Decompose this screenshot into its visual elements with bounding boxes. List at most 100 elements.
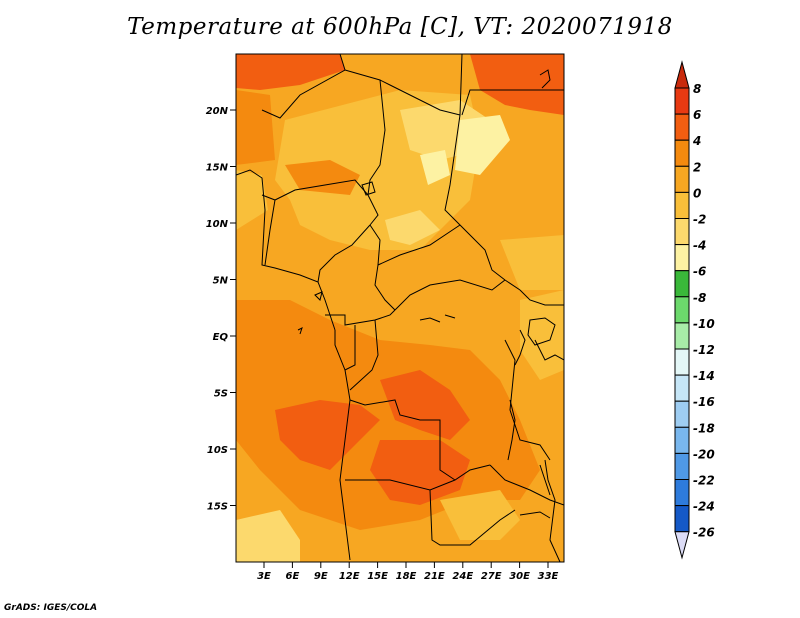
border-gabon-congo-north [325,309,396,326]
lat-tick-label: 5N [213,276,229,287]
border-cameroon-car [369,224,396,311]
border-gabon-congo [344,325,356,371]
field-region-light-west [236,170,268,230]
border-nigeria-cameroon [317,224,371,283]
field-region-warm-zambia [370,440,470,505]
colorbar-segment [674,505,690,533]
colorbar-label: -2 [693,213,706,227]
lon-tick-label: 9E [314,571,328,582]
colorbar-segment [674,374,690,402]
border-algeria-mali [261,54,346,119]
border-congo-drc [349,319,379,391]
colorbar-segment [674,400,690,428]
coastline-southwest [334,330,351,561]
colorbar-label: -26 [693,526,715,540]
border-namibia-angola [345,464,491,491]
lon-tick-label: 12E [339,571,360,582]
field-region-light-se [440,490,520,540]
colorbar-label: -18 [693,421,715,435]
lon-tick-label: 3E [257,571,271,582]
lake-malawi [539,464,551,496]
map-frame [235,53,565,563]
border-niger-chad [367,79,386,226]
border-south-sudan [504,279,564,306]
field-region-light-east-lakes [520,290,564,380]
latitude-axis: 20N 15N 10N 5N EQ 5S 10S 15S [206,106,236,513]
colorbar-label: 8 [693,82,701,96]
lon-tick-label: 33E [538,571,559,582]
lon-tick-label: 6E [286,571,300,582]
colorbar-label: -12 [693,343,715,357]
lon-tick-label: 30E [509,571,530,582]
colorbar-label: -6 [693,265,706,279]
colorbar-bottom-arrow [674,531,690,560]
lon-tick-label: 24E [452,571,473,582]
colorbar: 8 6 4 2 0 -2 -4 -6 -8 -10 -12 -14 -16 -18 -20 -22 -24 -26 [674,60,715,560]
colorbar-label: -14 [693,369,715,383]
colorbar-label: -24 [693,500,715,514]
colorbar-label: 6 [693,108,701,122]
colorbar-segment [674,87,690,115]
border-car-drc [394,279,506,311]
lake-kariba [519,511,551,519]
colorbar-segment [674,191,690,219]
colorbar-segment [674,296,690,324]
river-congo-b [444,314,456,319]
border-botswana [429,489,516,546]
border-mozambique [544,459,561,562]
lat-tick-label: 10S [207,445,228,456]
lat-tick-label: 10N [206,219,229,230]
colorbar-label: -8 [693,291,706,305]
longitude-axis: 3E 6E 9E 12E 15E 18E 21E 24E 27E 30E 33E [257,562,559,582]
colorbar-segment [674,426,690,454]
colorbar-segment [674,165,690,193]
colorbar-label: 4 [692,134,701,148]
island-bioko [314,291,323,301]
colorbar-label: 0 [693,186,701,200]
lake-victoria [527,317,556,346]
lake-nasser [539,69,551,89]
lon-tick-label: 21E [424,571,445,582]
border-chad-sudan [444,114,506,281]
colorbar-segment [674,452,690,480]
colorbar-label: -10 [693,317,715,331]
colorbar-label: -20 [693,447,715,461]
river-congo-a [419,317,441,323]
colorbar-label: -16 [693,395,715,409]
field-region-warm-nw [236,54,345,90]
field-region-palest-north [455,115,510,175]
border-chad-car [377,224,461,266]
island-sao-tome [297,327,303,335]
colorbar-segment [674,348,690,376]
lake-tanganyika [507,399,516,461]
field-region-orange-niger [285,160,360,195]
lake-chad [361,181,376,196]
colorbar-label: -22 [693,474,715,488]
lat-tick-label: 5S [214,389,228,400]
country-borders [236,54,564,562]
map-panel: 20N 15N 10N 5N EQ 5S 10S 15S 3E 6E 9E 12E 15E 18E 21E… [206,53,565,582]
lake-albert [514,329,526,366]
border-uganda-kenya [534,339,564,361]
colorbar-segment [674,218,690,246]
colorbar-segment [674,139,690,167]
lon-tick-label: 27E [481,571,502,582]
colorbar-segment [674,244,690,272]
border-angola-drc [349,399,456,481]
lat-tick-label: 15S [207,502,228,513]
colorbar-segment [674,270,690,298]
field-region-palest-chad [420,150,450,185]
colorbar-segment [674,479,690,507]
colorbar-label: -4 [693,239,706,253]
field-region-warm-ne [470,54,564,115]
coastline-west-africa [236,169,336,331]
field-region-light-east [500,235,564,290]
credit-text: GrADS: IGES/COLA [4,603,98,613]
lon-tick-label: 18E [396,571,417,582]
colorbar-segment [674,113,690,141]
colorbar-top-arrow [674,60,690,89]
chart-title: Temperature at 600hPa [C], VT: 202007191… [127,14,673,40]
field-region-yellow-central [385,210,440,245]
temperature-field [236,54,564,562]
